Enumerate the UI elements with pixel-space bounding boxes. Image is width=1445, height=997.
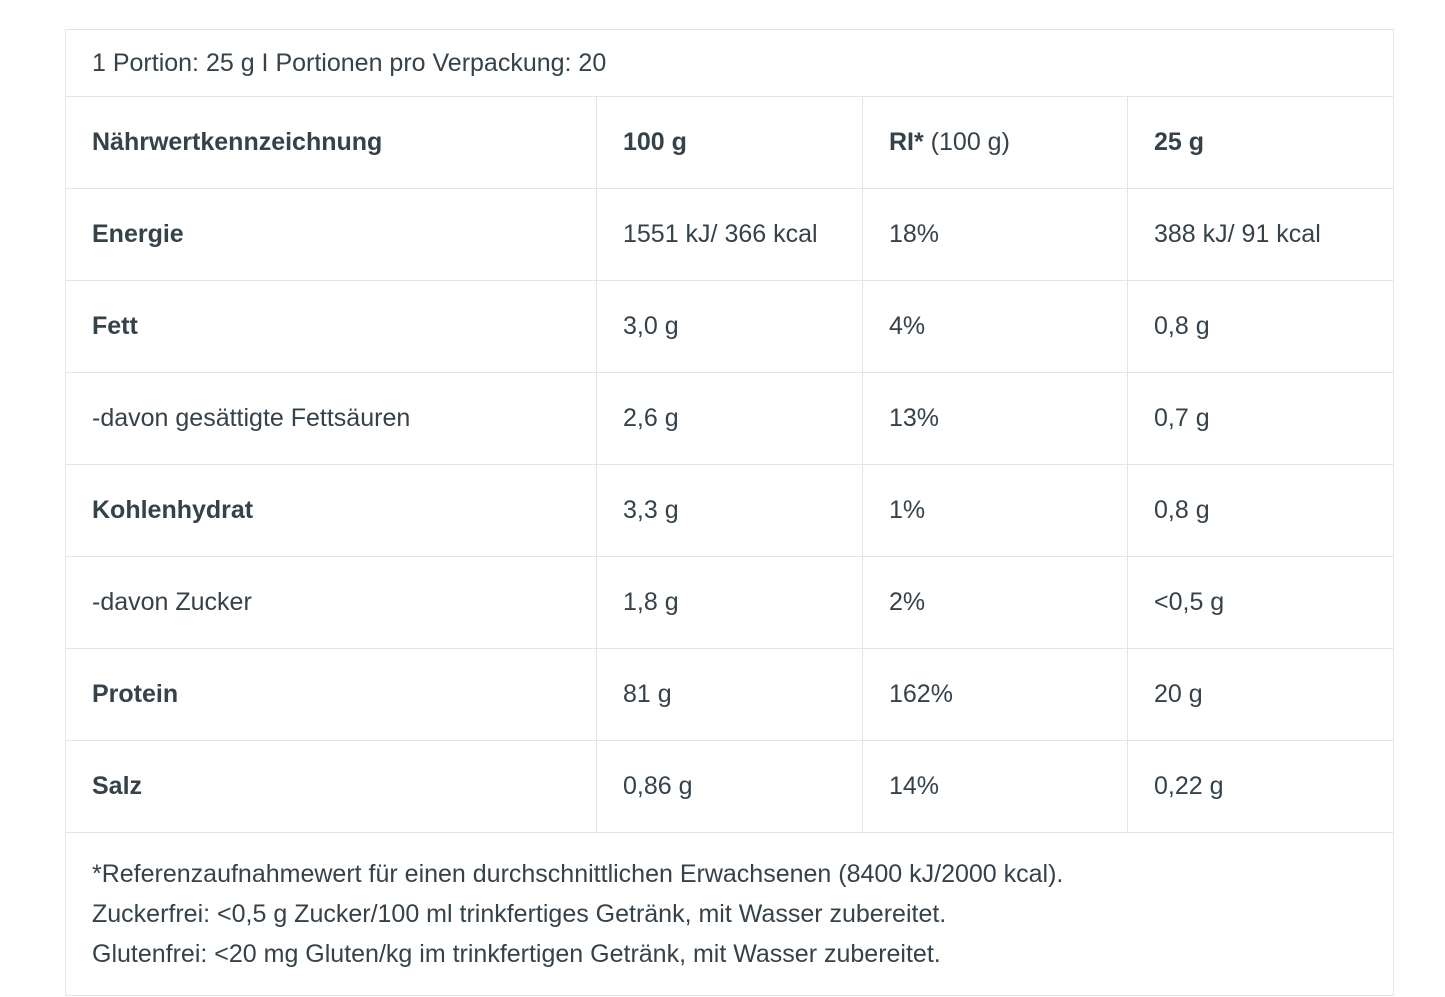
header-per-25g: 25 g [1126, 96, 1395, 189]
nutrient-name: -davon Zucker [65, 556, 597, 649]
nutrient-name: Salz [65, 740, 597, 833]
value-per-25g: 0,8 g [1126, 464, 1395, 557]
value-ri: 13% [862, 372, 1128, 465]
table-row: Kohlenhydrat 3,3 g 1% 0,8 g [65, 464, 1395, 557]
value-per-100g: 1,8 g [596, 556, 863, 649]
value-ri: 162% [862, 648, 1128, 741]
value-per-100g: 81 g [596, 648, 863, 741]
value-per-25g: 0,8 g [1126, 280, 1395, 373]
nutrient-name: Kohlenhydrat [65, 464, 597, 557]
table-row: Protein 81 g 162% 20 g [65, 648, 1395, 741]
value-per-25g: 388 kJ/ 91 kcal [1126, 188, 1395, 281]
table-row: -davon Zucker 1,8 g 2% <0,5 g [65, 556, 1395, 649]
nutrient-name: -davon gesättigte Fettsäuren [65, 372, 597, 465]
value-ri: 1% [862, 464, 1128, 557]
serving-info: 1 Portion: 25 g I Portionen pro Verpacku… [64, 29, 1395, 97]
value-per-25g: <0,5 g [1126, 556, 1395, 649]
header-label: Nährwertkennzeichnung [65, 96, 597, 189]
value-per-100g: 3,3 g [596, 464, 863, 557]
footnotes: *Referenzaufnahmewert für einen durchsch… [64, 832, 1395, 996]
value-per-25g: 0,22 g [1126, 740, 1395, 833]
value-ri: 2% [862, 556, 1128, 649]
table-row: Salz 0,86 g 14% 0,22 g [65, 740, 1395, 833]
value-per-25g: 0,7 g [1126, 372, 1395, 465]
nutrient-name: Fett [65, 280, 597, 373]
value-per-100g: 3,0 g [596, 280, 863, 373]
header-ri-abbrev: RI* [889, 128, 924, 156]
value-per-100g: 2,6 g [596, 372, 863, 465]
footnote-sugar-free: Zuckerfrei: <0,5 g Zucker/100 ml trinkfe… [92, 900, 947, 928]
header-ri-basis: (100 g) [923, 128, 1010, 156]
nutrient-name: Energie [65, 188, 597, 281]
value-ri: 4% [862, 280, 1128, 373]
table-row: Fett 3,0 g 4% 0,8 g [65, 280, 1395, 373]
value-per-25g: 20 g [1126, 648, 1395, 741]
nutrient-name: Protein [65, 648, 597, 741]
serving-info-row: 1 Portion: 25 g I Portionen pro Verpacku… [64, 29, 1395, 97]
header-per-100g: 100 g [596, 96, 863, 189]
footnote-row: *Referenzaufnahmewert für einen durchsch… [64, 832, 1395, 996]
footnote-gluten-free: Glutenfrei: <20 mg Gluten/kg im trinkfer… [92, 940, 941, 968]
table-row: Energie 1551 kJ/ 366 kcal 18% 388 kJ/ 91… [65, 188, 1395, 281]
value-per-100g: 0,86 g [596, 740, 863, 833]
value-per-100g: 1551 kJ/ 366 kcal [596, 188, 863, 281]
footnote-reference-intake: *Referenzaufnahmewert für einen durchsch… [92, 860, 1064, 888]
table-row: -davon gesättigte Fettsäuren 2,6 g 13% 0… [65, 372, 1395, 465]
table-header-row: Nährwertkennzeichnung 100 g RI* (100 g) … [65, 96, 1395, 189]
value-ri: 18% [862, 188, 1128, 281]
header-ri: RI* (100 g) [862, 96, 1128, 189]
nutrition-table: 1 Portion: 25 g I Portionen pro Verpacku… [64, 29, 1395, 996]
value-ri: 14% [862, 740, 1128, 833]
